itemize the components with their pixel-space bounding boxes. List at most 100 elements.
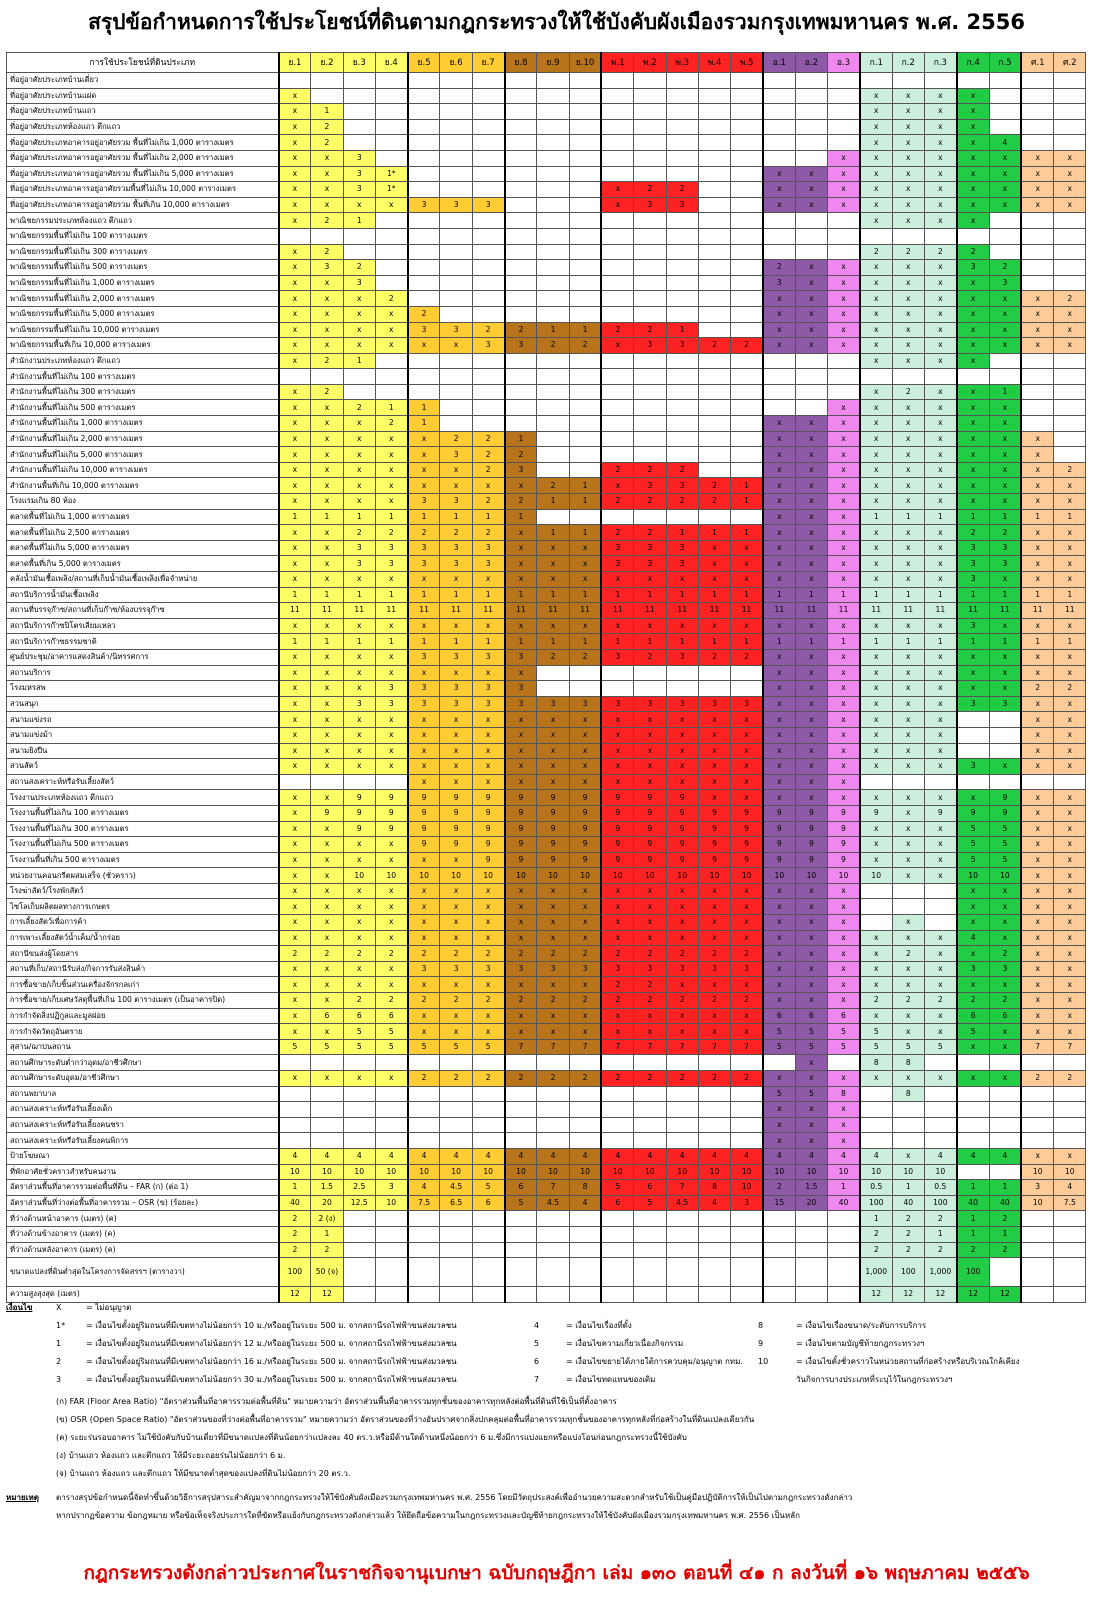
table-cell bbox=[923, 1132, 958, 1149]
table-cell: 6 bbox=[600, 1194, 635, 1212]
table-cell: x bbox=[858, 976, 893, 994]
table-cell: x bbox=[761, 992, 796, 1009]
table-cell bbox=[1053, 1241, 1087, 1259]
table-cell: 4 bbox=[439, 1147, 473, 1165]
table-cell: x bbox=[471, 571, 506, 588]
table-cell bbox=[633, 1116, 667, 1134]
row-label: โรงมหรสพ bbox=[6, 680, 279, 697]
table-cell: x bbox=[277, 617, 312, 635]
note-value: = เงื่อนไขตามบัญชีท้ายกฎกระทรวงฯ bbox=[796, 1339, 925, 1348]
table-cell: x bbox=[310, 1070, 344, 1087]
table-cell: 40 bbox=[277, 1194, 312, 1212]
table-row: อัตราส่วนพื้นที่อาคารรวมต่อพื้นที่ดิน – … bbox=[6, 1179, 1087, 1196]
table-cell bbox=[1020, 1257, 1055, 1288]
table-cell: x bbox=[827, 430, 861, 448]
table-cell bbox=[730, 196, 764, 214]
table-cell: 9 bbox=[600, 836, 635, 853]
table-cell: x bbox=[1020, 914, 1055, 931]
table-cell: x bbox=[827, 680, 861, 697]
table-cell: x bbox=[1053, 181, 1087, 198]
table-cell bbox=[439, 72, 473, 89]
table-cell bbox=[568, 243, 602, 261]
table-cell bbox=[439, 227, 473, 245]
table-row: สำนักงานพื้นที่ไม่เกิน 10,000 ตารางเมตร x… bbox=[6, 461, 1087, 479]
table-cell bbox=[730, 1286, 764, 1303]
table-row: สำนักงานพื้นที่ไม่เกิน 1,000 ตารางเมตร x x… bbox=[6, 415, 1087, 432]
table-cell bbox=[374, 1101, 409, 1118]
table-cell bbox=[536, 196, 570, 214]
table-cell bbox=[730, 446, 764, 463]
table-cell bbox=[536, 134, 570, 151]
table-cell: x bbox=[697, 929, 732, 947]
table-cell bbox=[568, 446, 602, 463]
table-cell: x bbox=[374, 477, 409, 495]
table-cell: 0.5 bbox=[858, 1179, 893, 1196]
table-cell: x bbox=[794, 789, 829, 806]
table-cell: 2 bbox=[600, 524, 635, 541]
table-cell: 6 bbox=[988, 1007, 1022, 1025]
table-cell: x bbox=[794, 571, 829, 588]
table-cell: x bbox=[827, 321, 861, 339]
table-cell: 3 bbox=[955, 617, 990, 635]
table-cell: 2 bbox=[923, 243, 958, 261]
table-cell: x bbox=[471, 929, 506, 947]
table-cell: x bbox=[310, 149, 344, 167]
table-cell: x bbox=[471, 882, 506, 900]
row-label: สำนักงานพื้นที่ไม่เกิน 100 ตารางเมตร bbox=[6, 368, 279, 385]
table-cell: x bbox=[955, 477, 990, 495]
table-cell bbox=[374, 72, 409, 89]
table-cell: x bbox=[955, 305, 990, 323]
table-cell: 3 bbox=[633, 477, 667, 495]
table-cell bbox=[730, 1241, 764, 1259]
table-cell: 2 bbox=[1053, 680, 1087, 697]
table-cell: 2 bbox=[374, 290, 409, 307]
table-cell bbox=[406, 134, 441, 151]
table-cell bbox=[600, 212, 635, 229]
table-cell bbox=[730, 243, 764, 261]
table-cell: 4 bbox=[568, 1147, 602, 1165]
table-cell bbox=[503, 1132, 538, 1149]
table-cell: 1.5 bbox=[794, 1179, 829, 1196]
table-cell bbox=[503, 196, 538, 214]
table-cell: x bbox=[955, 118, 990, 136]
note-value: = เงื่อนไขตั้งอยู่ริมถนนที่มีเขตทางไม่น้… bbox=[86, 1321, 457, 1330]
table-cell: 1 bbox=[439, 633, 473, 650]
table-cell bbox=[1020, 72, 1055, 89]
table-cell bbox=[503, 1054, 538, 1071]
table-cell: 4 bbox=[342, 1147, 376, 1165]
table-cell bbox=[471, 243, 506, 261]
table-cell: x bbox=[955, 212, 990, 229]
table-cell: x bbox=[568, 555, 602, 572]
table-row: สวนสัตว์ x x x x x x x x x x x x x x x x x x x x x 3 x x x bbox=[6, 758, 1087, 775]
row-label: สำนักงานพื้นที่ไม่เกิน 300 ตารางเมตร bbox=[6, 383, 279, 401]
table-cell: 9 bbox=[600, 820, 635, 838]
table-cell bbox=[277, 1085, 312, 1103]
table-cell: x bbox=[891, 711, 925, 728]
table-cell: 12 bbox=[923, 1286, 958, 1303]
table-cell: 4 bbox=[955, 1147, 990, 1165]
table-cell bbox=[374, 383, 409, 401]
table-cell: 2 bbox=[633, 648, 667, 666]
note-key: 4 bbox=[534, 1321, 540, 1330]
table-cell bbox=[697, 290, 732, 307]
table-row: ตลาดพื้นที่เกิน 5,000 ตารางเมตร x x 3 3 3 3 3 x x… bbox=[6, 555, 1087, 572]
table-cell bbox=[536, 305, 570, 323]
table-cell: 2 bbox=[633, 976, 667, 994]
table-cell: x bbox=[1020, 493, 1055, 510]
table-cell: 2 bbox=[697, 1070, 732, 1087]
table-cell: 4 bbox=[406, 1179, 441, 1196]
row-label: โรงแรมเกิน 80 ห้อง bbox=[6, 493, 279, 510]
table-cell: x bbox=[955, 1070, 990, 1087]
table-cell: x bbox=[827, 399, 861, 417]
table-cell: 9 bbox=[439, 820, 473, 838]
table-cell: x bbox=[374, 648, 409, 666]
table-cell: x bbox=[1020, 726, 1055, 744]
table-cell bbox=[633, 1225, 667, 1243]
table-cell: 3 bbox=[665, 337, 699, 354]
table-cell bbox=[568, 399, 602, 417]
table-cell bbox=[665, 383, 699, 401]
table-cell: 1 bbox=[633, 586, 667, 604]
table-cell bbox=[697, 305, 732, 323]
table-cell: 4 bbox=[1053, 1179, 1087, 1196]
table-cell bbox=[503, 368, 538, 385]
